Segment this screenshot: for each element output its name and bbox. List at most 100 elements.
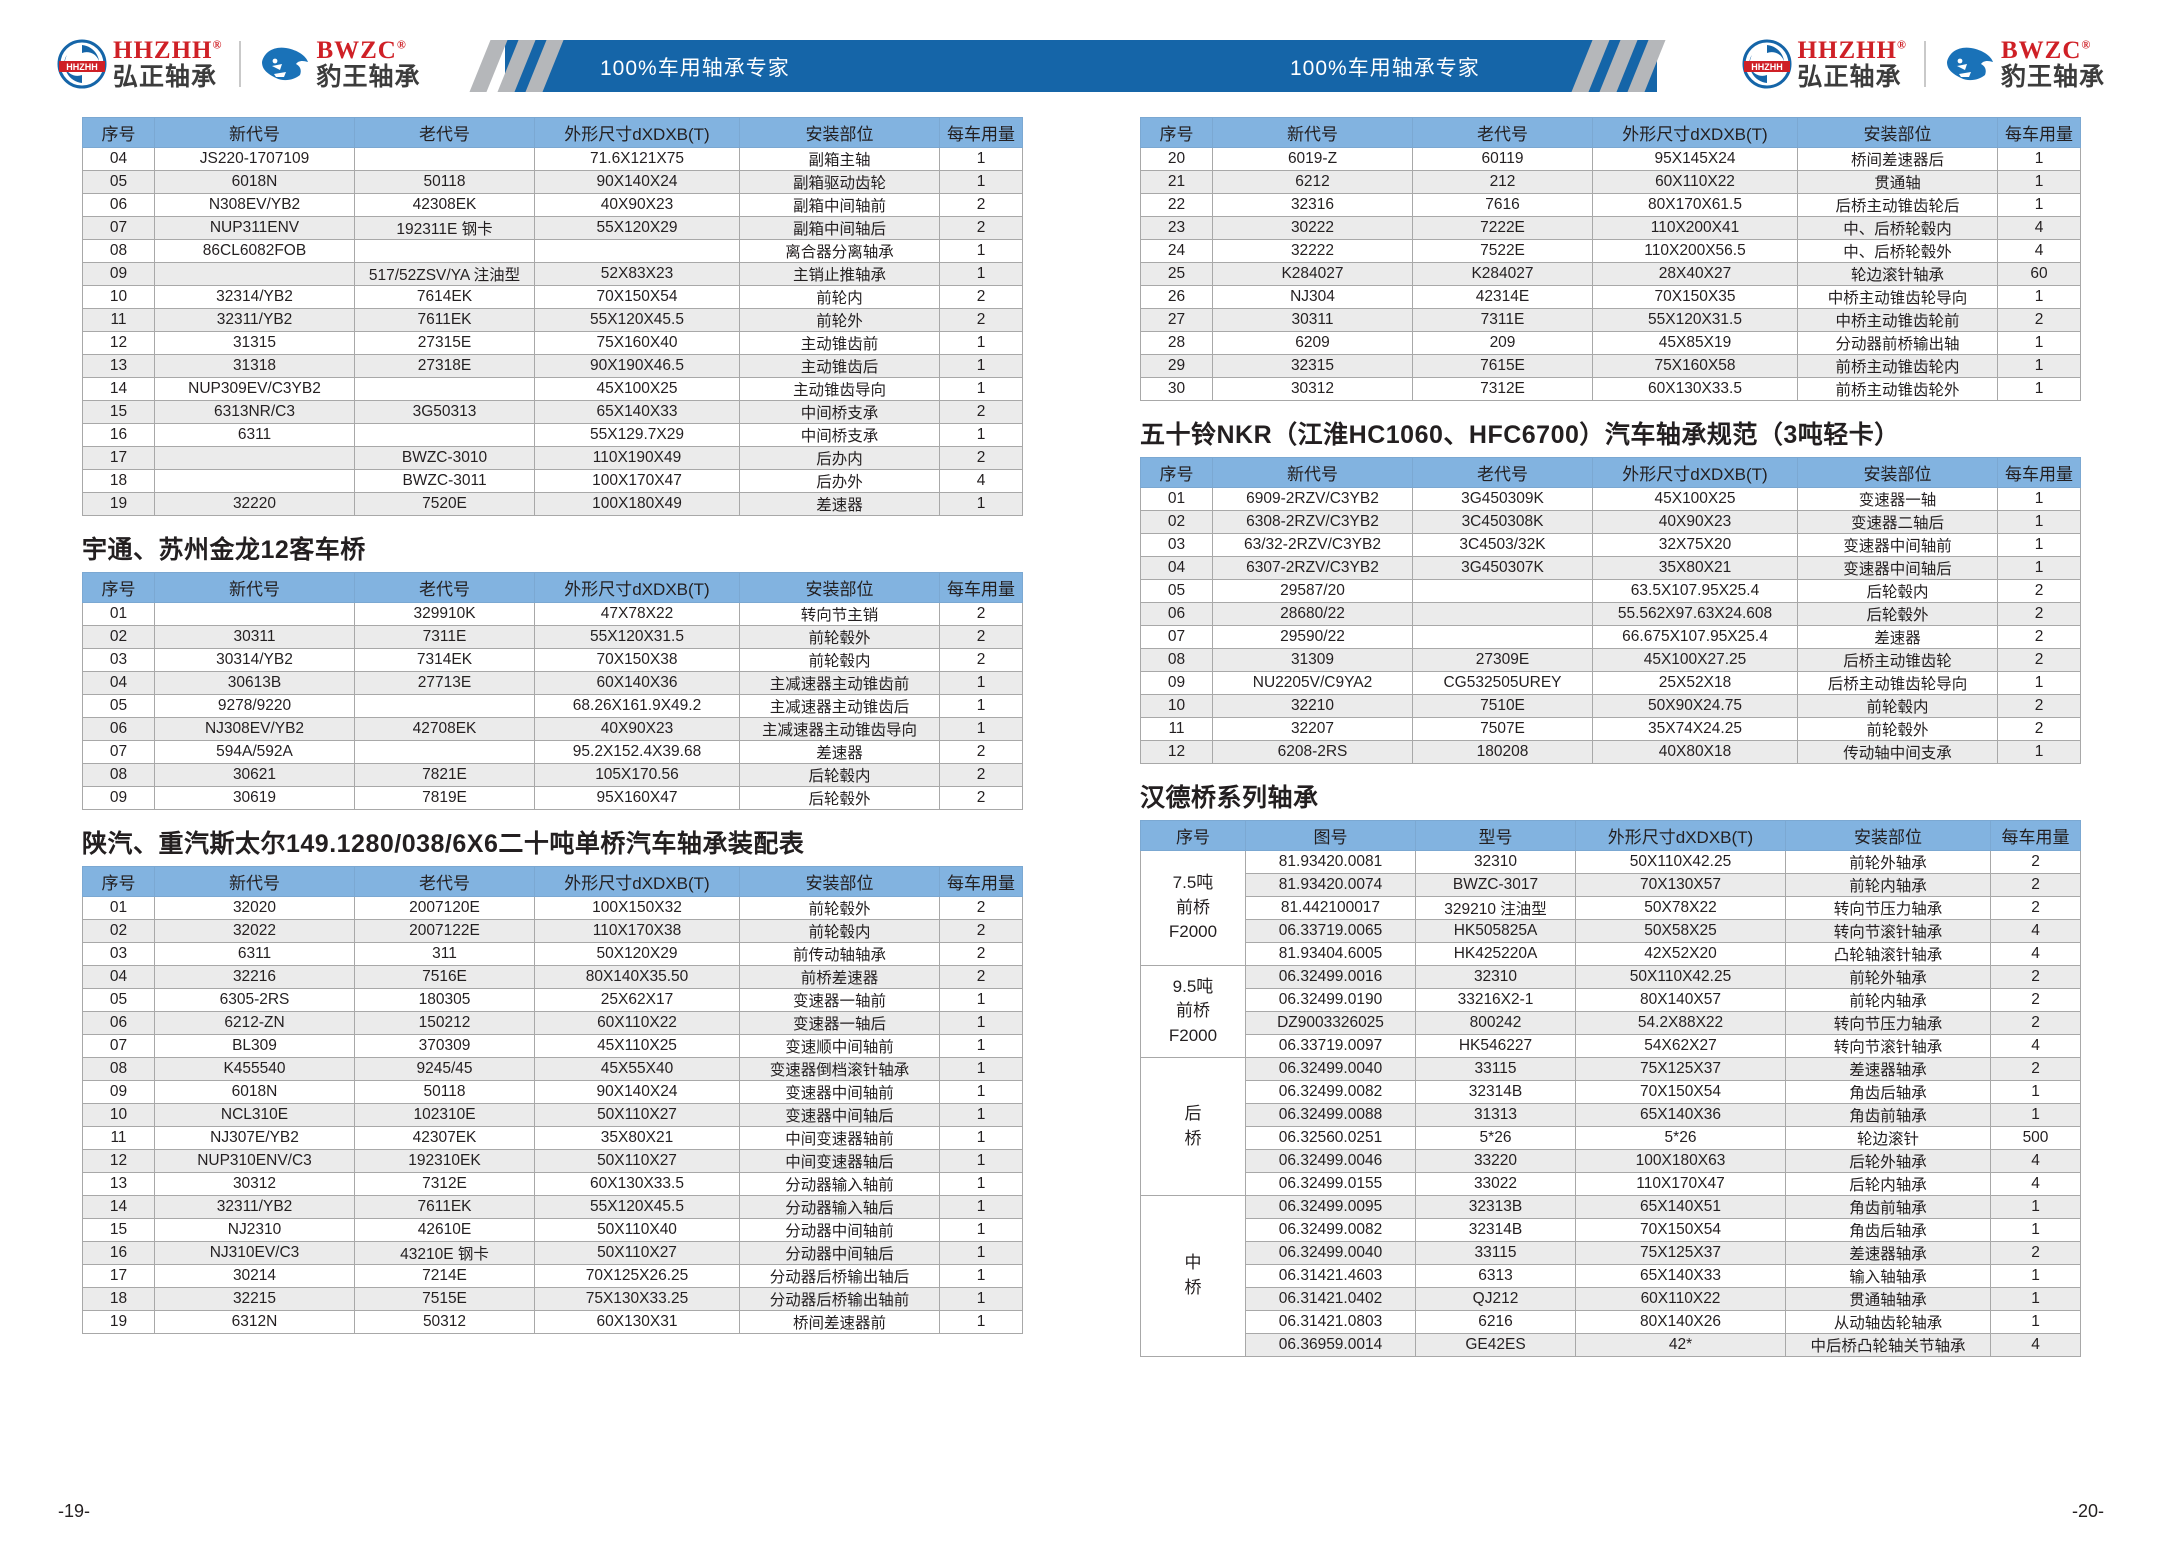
cell-5: 2	[1997, 308, 2081, 332]
cell-1: 6313NR/C3	[154, 400, 355, 424]
cell-3: 50X120X29	[534, 942, 740, 966]
cell-1: 06.32499.0082	[1245, 1218, 1416, 1242]
cell-2: 31313	[1415, 1103, 1576, 1127]
cell-3: 50X78X22	[1575, 896, 1786, 920]
cell-1: 6308-2RZV/C3YB2	[1212, 510, 1413, 534]
cell-1: 06.32499.0155	[1245, 1172, 1416, 1196]
table-row: 04 JS220-1707109 71.6X121X75 副箱主轴 1	[82, 147, 1023, 171]
cell-3: 50X110X27	[534, 1149, 740, 1173]
cell-4: 主减速器主动锥齿导向	[739, 717, 940, 741]
cell-2: 7615E	[1412, 354, 1593, 378]
cell-5: 4	[1997, 239, 2081, 263]
cell-3: 100X180X63	[1575, 1149, 1786, 1173]
table-row: 10 32314/YB2 7614EK 70X150X54 前轮内 2	[82, 285, 1023, 309]
table-row: 08 K455540 9245/45 45X55X40 变速器倒档滚针轴承 1	[82, 1057, 1023, 1081]
column-header-3: 外形尺寸dXDXB(T)	[1575, 820, 1786, 851]
cell-2: 7819E	[354, 786, 535, 810]
cell-5: 1	[939, 1195, 1023, 1219]
cell-0: 08	[82, 1057, 155, 1081]
cell-5: 1	[1997, 533, 2081, 557]
cell-3: 40X90X23	[1592, 510, 1798, 534]
cell-3: 55X120X45.5	[534, 308, 740, 332]
cell-5: 2	[939, 919, 1023, 943]
cell-5: 1	[939, 377, 1023, 401]
cell-4: 前轮毂内	[1797, 694, 1998, 718]
cell-5: 2	[1990, 873, 2081, 897]
cell-4: 中间变速器轴前	[739, 1126, 940, 1150]
column-header-1: 新代号	[154, 572, 355, 603]
column-header-4: 安装部位	[1797, 457, 1998, 488]
cell-5: 4	[1997, 216, 2081, 240]
cell-3: 100X170X47	[534, 469, 740, 493]
table-row: 02 30311 7311E 55X120X31.5 前轮毂外 2	[82, 625, 1023, 649]
table-row: 14 NUP309EV/C3YB2 45X100X25 主动锥齿导向 1	[82, 377, 1023, 401]
cell-1: 81.93420.0074	[1245, 873, 1416, 897]
cell-5: 2	[939, 942, 1023, 966]
cell-1	[154, 262, 355, 286]
cell-3: 60X130X31	[534, 1310, 740, 1334]
cell-1: 06.36959.0014	[1245, 1333, 1416, 1357]
cell-0: 16	[82, 1241, 155, 1265]
cell-0: 08	[82, 239, 155, 263]
cell-2: 311	[354, 942, 535, 966]
section-title-t5: 五十铃NKR（江淮HC1060、HFC6700）汽车轴承规范（3吨轻卡）	[1140, 421, 1900, 449]
cell-0: 12	[82, 331, 155, 355]
cell-1: 06.32499.0040	[1245, 1057, 1416, 1081]
table-row: 09 6018N 50118 90X140X24 变速器中间轴前 1	[82, 1080, 1023, 1104]
cell-0: 05	[82, 988, 155, 1012]
table-row: 07 BL309 370309 45X110X25 变速顺中间轴前 1	[82, 1034, 1023, 1058]
cell-2: 7507E	[1412, 717, 1593, 741]
cell-5: 2	[1997, 579, 2081, 603]
column-header-5: 每车用量	[939, 866, 1023, 897]
cell-0: 06	[82, 193, 155, 217]
cell-2: 33220	[1415, 1149, 1576, 1173]
cell-5: 2	[939, 308, 1023, 332]
cell-3: 50X110X42.25	[1575, 850, 1786, 874]
cell-2: 43210E 钢卡	[354, 1241, 535, 1265]
column-header-1: 图号	[1245, 820, 1416, 851]
table-row: 08 31309 27309E 45X100X27.25 后桥主动锥齿轮 2	[1140, 648, 2081, 672]
cell-4: 前轮毂外	[739, 896, 940, 920]
cell-2: 32313B	[1415, 1195, 1576, 1219]
cell-1: 32311/YB2	[154, 1195, 355, 1219]
table-row: 24 32222 7522E 110X200X56.5 中、后桥轮毂外 4	[1140, 239, 2081, 263]
column-header-1: 新代号	[1212, 457, 1413, 488]
slogan-right: 100%车用轴承专家	[1290, 57, 1480, 80]
cell-2: 3G450309K	[1412, 487, 1593, 511]
cell-3: 71.6X121X75	[534, 147, 740, 171]
cell-2: 7311E	[1412, 308, 1593, 332]
cell-5: 4	[939, 469, 1023, 493]
cell-4: 副箱驱动齿轮	[739, 170, 940, 194]
cell-2: 50118	[354, 170, 535, 194]
table-row: 05 29587/20 63.5X107.95X25.4 后轮毂内 2	[1140, 579, 2081, 603]
cell-0: 19	[82, 1310, 155, 1334]
cell-3: 42*	[1575, 1333, 1786, 1357]
cell-4: 分动器前桥输出轴	[1797, 331, 1998, 355]
cell-1: 30222	[1212, 216, 1413, 240]
cell-3: 55.562X97.63X24.608	[1592, 602, 1798, 626]
cell-0: 10	[1140, 694, 1213, 718]
cell-2	[354, 147, 535, 171]
cell-4: 变速器中间轴后	[739, 1103, 940, 1127]
cell-4: 前轮外轴承	[1785, 850, 1991, 874]
table-row: 06 6212-ZN 150212 60X110X22 变速器一轴后 1	[82, 1011, 1023, 1035]
cell-0: 04	[82, 965, 155, 989]
cell-0: 22	[1140, 193, 1213, 217]
cell-2: 33022	[1415, 1172, 1576, 1196]
cell-0: 09	[82, 262, 155, 286]
cell-1	[154, 446, 355, 470]
cell-0: 16	[82, 423, 155, 447]
cell-3: 54X62X27	[1575, 1034, 1786, 1058]
logo-group-left: HHZHH HHZHH® 弘正轴承 BWZC® 豹王轴承	[57, 38, 420, 90]
cell-2: 5*26	[1415, 1126, 1576, 1150]
cell-5: 2	[939, 740, 1023, 764]
cell-1: 6018N	[154, 170, 355, 194]
cell-3: 75X160X58	[1592, 354, 1798, 378]
cell-5: 1	[939, 1310, 1023, 1334]
cell-5: 2	[939, 400, 1023, 424]
table-t2: 序号 新代号 老代号 外形尺寸dXDXB(T) 安装部位 每车用量 01 329910K 47…	[82, 572, 1023, 810]
cell-2: 150212	[354, 1011, 535, 1035]
page-body: 序号 新代号 老代号 外形尺寸dXDXB(T) 安装部位 每车用量 04 JS220-170…	[0, 117, 2162, 1542]
cell-1: JS220-1707109	[154, 147, 355, 171]
cell-5: 4	[1990, 1149, 2081, 1173]
